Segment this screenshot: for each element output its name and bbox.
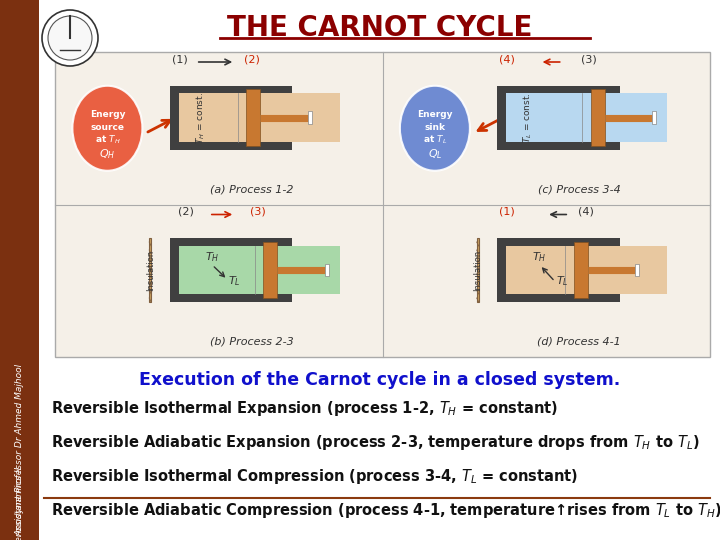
Text: $T_H$ = const.: $T_H$ = const. xyxy=(194,92,207,144)
Circle shape xyxy=(48,16,92,60)
Text: (4): (4) xyxy=(499,54,515,64)
Text: sink: sink xyxy=(424,123,446,132)
Bar xyxy=(574,242,588,298)
Bar xyxy=(635,264,639,276)
Bar xyxy=(149,238,151,302)
Bar xyxy=(497,85,620,93)
Bar xyxy=(55,52,710,357)
Bar xyxy=(170,142,292,150)
Text: (2): (2) xyxy=(243,54,259,64)
Text: (a) Process 1-2: (a) Process 1-2 xyxy=(210,185,293,194)
Text: Execution of the Carnot cycle in a closed system.: Execution of the Carnot cycle in a close… xyxy=(140,371,621,389)
Text: (1): (1) xyxy=(499,206,515,217)
Text: $Q_H$: $Q_H$ xyxy=(99,147,116,161)
Bar xyxy=(170,294,292,302)
Text: Assistant Professor Dr Ahmed Majhool: Assistant Professor Dr Ahmed Majhool xyxy=(15,364,24,536)
Text: THE CARNOT CYCLE: THE CARNOT CYCLE xyxy=(228,14,533,42)
Text: Insulation: Insulation xyxy=(473,249,482,291)
Bar xyxy=(497,294,620,302)
Text: (d) Process 4-1: (d) Process 4-1 xyxy=(537,337,621,347)
Bar xyxy=(382,52,710,205)
Text: (3): (3) xyxy=(250,206,266,217)
Text: source: source xyxy=(91,123,125,132)
Bar xyxy=(382,205,710,357)
Bar xyxy=(246,90,260,146)
Bar xyxy=(497,93,667,142)
Bar xyxy=(477,238,479,302)
Bar xyxy=(591,90,605,146)
Bar xyxy=(0,0,39,540)
Bar xyxy=(325,264,328,276)
Text: $T_H$: $T_H$ xyxy=(205,251,220,264)
Circle shape xyxy=(42,10,98,66)
Text: $Q_L$: $Q_L$ xyxy=(428,147,442,161)
Bar xyxy=(170,246,340,294)
Text: (4): (4) xyxy=(577,206,593,217)
Bar xyxy=(497,238,620,246)
Bar xyxy=(170,238,292,246)
Bar xyxy=(307,111,312,124)
Bar xyxy=(264,242,277,298)
Bar xyxy=(497,142,620,150)
Text: Reversible Adiabatic Expansion (process 2-3, temperature drops from $T_H$ to $T_: Reversible Adiabatic Expansion (process … xyxy=(51,433,700,452)
Bar xyxy=(55,52,382,205)
Text: at $T_L$: at $T_L$ xyxy=(423,134,447,146)
Text: Reversible Isothermal Compression (process 3-4, $T_L$ = constant): Reversible Isothermal Compression (proce… xyxy=(51,467,578,486)
Text: $T_H$: $T_H$ xyxy=(533,251,547,264)
Text: (c) Process 3-4: (c) Process 3-4 xyxy=(538,185,621,194)
Text: (b) Process 2-3: (b) Process 2-3 xyxy=(210,337,293,347)
Text: (2): (2) xyxy=(178,206,194,217)
Bar xyxy=(170,85,292,93)
Bar xyxy=(55,205,382,357)
Text: Energy: Energy xyxy=(417,110,453,119)
Bar xyxy=(170,93,340,142)
Ellipse shape xyxy=(400,86,470,171)
Bar xyxy=(170,85,179,150)
Text: $T_L$: $T_L$ xyxy=(556,274,568,288)
Bar xyxy=(497,85,506,150)
Text: Thermodynamics II: Thermodynamics II xyxy=(15,467,24,540)
Text: $T_L$: $T_L$ xyxy=(228,274,240,288)
Text: Reversible Isothermal Expansion (process 1-2, $T_H$ = constant): Reversible Isothermal Expansion (process… xyxy=(51,399,558,418)
Bar xyxy=(497,238,506,302)
Bar xyxy=(170,238,179,302)
Text: (1): (1) xyxy=(171,54,187,64)
Text: (3): (3) xyxy=(581,54,597,64)
Text: Reversible Adiabatic Compression (process 4-1, temperature↑rises from $T_L$ to $: Reversible Adiabatic Compression (proces… xyxy=(51,501,720,520)
Bar xyxy=(497,246,667,294)
Text: $T_L$ = const.: $T_L$ = const. xyxy=(521,92,534,143)
Ellipse shape xyxy=(73,86,143,171)
Text: Insulation: Insulation xyxy=(145,249,155,291)
Bar xyxy=(652,111,656,124)
Text: Energy: Energy xyxy=(90,110,125,119)
Text: at $T_H$: at $T_H$ xyxy=(94,134,120,146)
